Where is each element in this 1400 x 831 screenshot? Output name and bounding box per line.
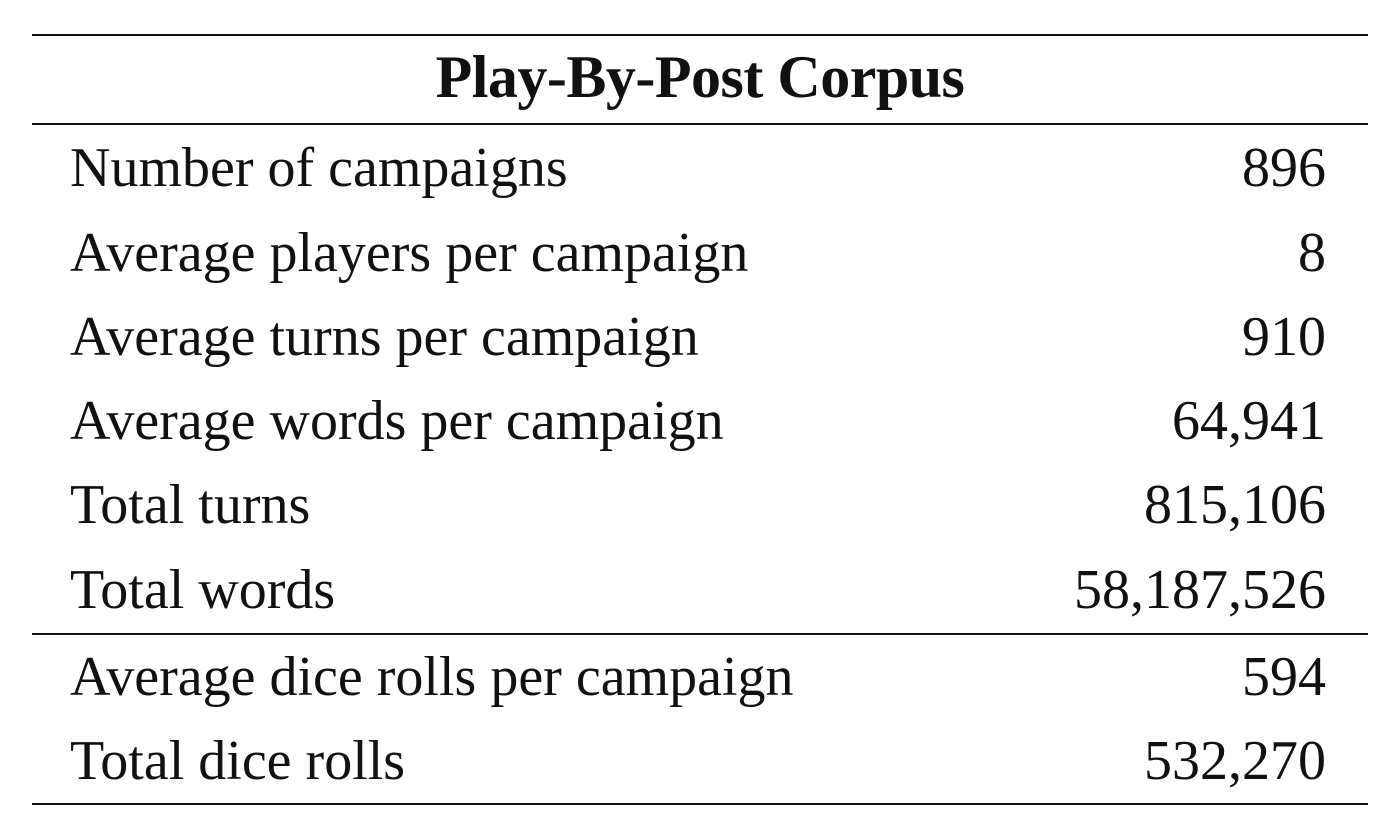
row-label: Total turns	[70, 474, 311, 537]
table-row: Total dice rolls 532,270	[32, 719, 1368, 803]
row-value: 815,106	[1144, 474, 1326, 537]
row-label: Average dice rolls per campaign	[70, 646, 794, 708]
main-stats-block: Number of campaigns 896 Average players …	[32, 125, 1368, 633]
row-value: 594	[1242, 646, 1326, 708]
row-value: 910	[1242, 305, 1326, 368]
row-value: 58,187,526	[1074, 558, 1326, 621]
bottom-rule	[32, 803, 1368, 805]
section-rule	[32, 633, 1368, 635]
row-value: 532,270	[1144, 730, 1326, 792]
table-row: Average players per campaign 8	[32, 210, 1368, 294]
row-value: 64,941	[1172, 390, 1326, 453]
top-rule	[32, 34, 1368, 36]
table-row: Number of campaigns 896	[32, 126, 1368, 210]
table-row: Total turns 815,106	[32, 463, 1368, 547]
table-title: Play-By-Post Corpus	[435, 44, 965, 110]
table-row: Average dice rolls per campaign 594	[32, 635, 1368, 719]
row-label: Average words per campaign	[70, 390, 724, 453]
header-rule	[32, 123, 1368, 125]
row-label: Average players per campaign	[70, 221, 749, 284]
table-row: Average turns per campaign 910	[32, 295, 1368, 379]
table-row: Average words per campaign 64,941	[32, 379, 1368, 463]
row-value: 896	[1242, 137, 1326, 200]
row-value: 8	[1298, 221, 1326, 284]
row-label: Average turns per campaign	[70, 305, 699, 368]
row-label: Total dice rolls	[70, 730, 406, 792]
row-label: Total words	[70, 558, 336, 621]
corpus-stats-table: Play-By-Post Corpus Number of campaigns …	[32, 34, 1368, 805]
row-label: Number of campaigns	[70, 137, 568, 200]
dice-stats-block: Average dice rolls per campaign 594 Tota…	[32, 635, 1368, 803]
table-row: Total words 58,187,526	[32, 548, 1368, 632]
